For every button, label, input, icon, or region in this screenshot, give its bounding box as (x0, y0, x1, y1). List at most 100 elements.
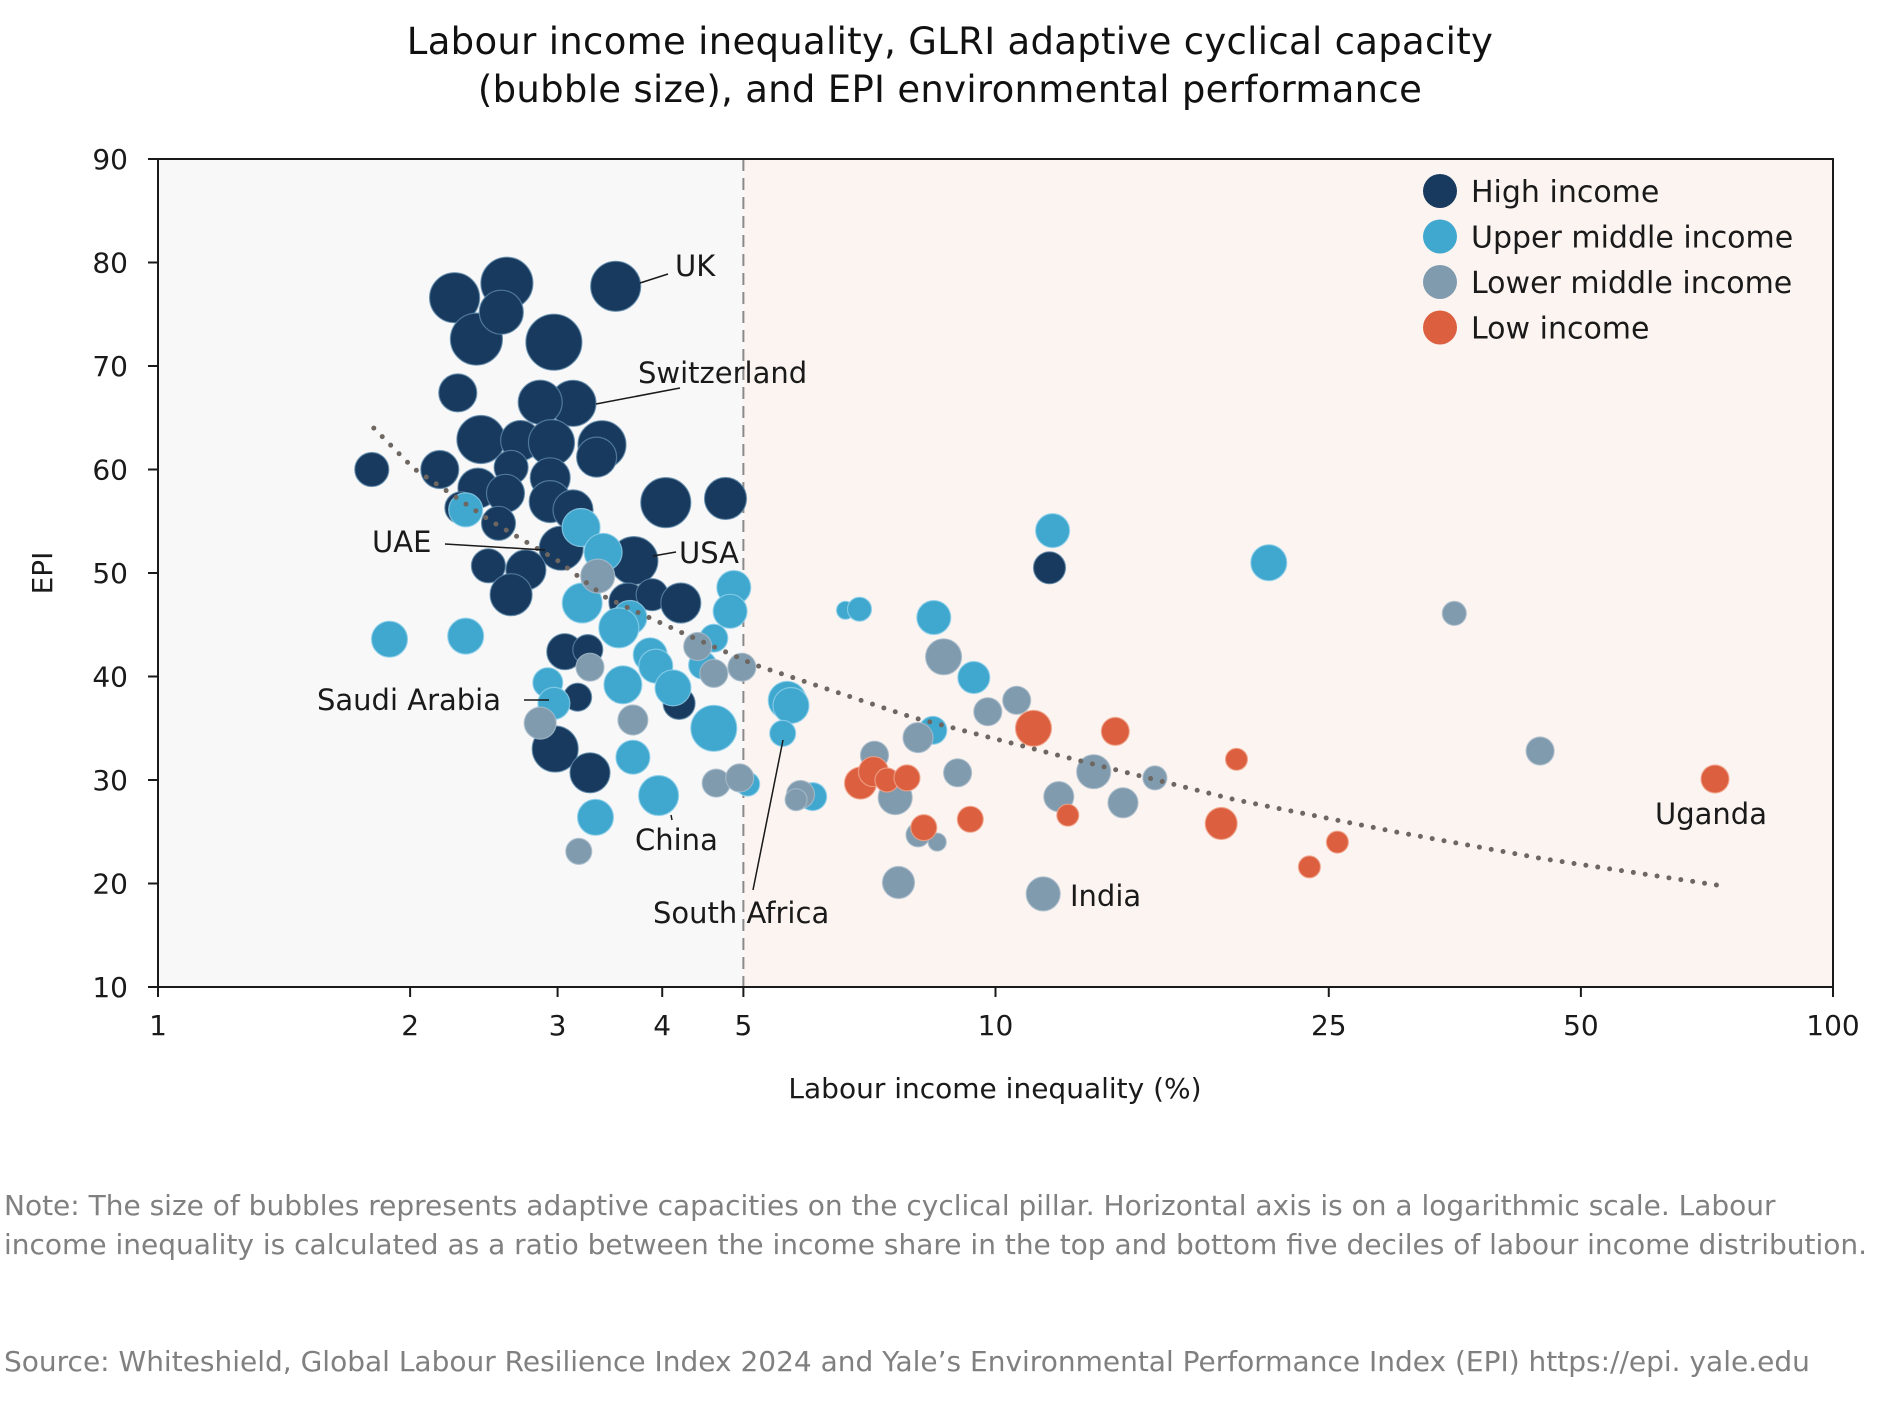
y-tick-label: 80 (92, 247, 128, 280)
chart-source: Source: Whiteshield, Global Labour Resil… (4, 1345, 1810, 1378)
leader-line-china (670, 814, 673, 821)
bubble (973, 697, 1003, 727)
bubble (598, 607, 640, 649)
y-tick-label: 90 (92, 143, 128, 176)
legend-label-high: High income (1471, 175, 1659, 210)
legend-marker-high (1423, 174, 1457, 208)
bubble (683, 631, 713, 662)
label-uk: UK (675, 249, 716, 283)
legend-label-low: Low income (1471, 312, 1650, 347)
bubble (447, 617, 485, 655)
label-saudi-arabia: Saudi Arabia (317, 683, 501, 717)
bubble (603, 665, 643, 705)
bubble (924, 638, 963, 676)
bubble (902, 721, 934, 754)
bubble (575, 436, 618, 478)
bubble (523, 706, 557, 740)
bubble (881, 865, 916, 900)
bubble (956, 805, 984, 833)
bubble (660, 582, 702, 624)
bubble (525, 313, 583, 371)
leader-line-switzerland (595, 387, 681, 405)
bubble (576, 798, 615, 836)
bubble (420, 449, 460, 490)
legend-marker-lower (1423, 265, 1457, 299)
bubble (942, 758, 973, 788)
legend: High income Upper middle income Lower midd… (1423, 174, 1793, 347)
bubble (575, 652, 605, 682)
bubble-india (1025, 876, 1061, 912)
bubble (893, 764, 921, 792)
label-switzerland: Switzerland (638, 356, 807, 390)
bubble (1034, 512, 1071, 549)
bubble (654, 669, 692, 707)
y-tick-label: 30 (92, 764, 128, 797)
bubble (354, 451, 390, 488)
bubble (565, 837, 593, 866)
x-tick-label: 4 (653, 1009, 671, 1042)
bubble (438, 373, 478, 413)
bubble (485, 473, 526, 513)
bubble (1250, 544, 1288, 582)
bubble (846, 596, 873, 622)
bubble (1032, 551, 1067, 585)
bubble (448, 492, 484, 528)
series-lower (523, 558, 1555, 912)
legend-label-lower: Lower middle income (1471, 266, 1792, 301)
chart-title: Labour income inequality, GLRI adaptive … (0, 18, 1880, 114)
bubble (703, 476, 748, 521)
y-tick-label: 60 (92, 454, 128, 487)
trendline (371, 425, 1720, 888)
x-tick-label: 10 (978, 1009, 1014, 1042)
bubble (1325, 830, 1350, 854)
chart-title-line-2: (bubble size), and EPI environmental per… (477, 68, 1423, 111)
x-axis-title: Labour income inequality (%) (788, 1072, 1201, 1105)
bubble (561, 507, 601, 548)
bubble (470, 548, 506, 584)
trendline-dotted (371, 425, 1720, 888)
bubble (1002, 685, 1032, 715)
bubble (429, 272, 481, 324)
bubble (480, 505, 517, 541)
label-india: India (1070, 879, 1141, 913)
bubble (784, 788, 808, 812)
bubble (1441, 600, 1467, 627)
plot-region-right (743, 159, 1833, 987)
bubble (712, 593, 748, 629)
bubble (1107, 787, 1139, 819)
bubble (699, 658, 729, 689)
x-tick-label: 25 (1311, 1009, 1347, 1042)
x-tick-label: 3 (549, 1009, 567, 1042)
y-tick-label: 20 (92, 868, 128, 901)
leader-line-uk (639, 273, 669, 284)
y-tick-label: 10 (92, 971, 128, 1004)
bubble (1142, 765, 1168, 791)
legend-marker-low (1423, 310, 1457, 345)
bubble (1525, 736, 1555, 766)
label-uae: UAE (372, 525, 431, 559)
bubble (910, 813, 938, 842)
bubble (1056, 803, 1080, 827)
bubble-china (637, 774, 680, 817)
y-tick-label: 70 (92, 350, 128, 383)
y-axis-title: EPI (26, 552, 59, 595)
x-tick-label: 50 (1563, 1009, 1599, 1042)
label-china: China (635, 823, 718, 857)
legend-label-upper: Upper middle income (1471, 221, 1793, 256)
bubble (690, 704, 738, 752)
bubble-chart: UK Switzerland UAE USA Saudi Arabia China Sout… (26, 143, 1860, 1105)
leader-line-south-africa (752, 739, 784, 891)
bubble (1224, 747, 1249, 771)
bubble (1297, 855, 1322, 879)
bubble (1100, 716, 1130, 747)
bubble (916, 599, 952, 636)
leader-line-uae (444, 543, 546, 551)
axes: 10 20 30 40 50 60 70 80 90 1 2 3 4 5 10 25 50 100 Labour i… (26, 143, 1860, 1105)
y-tick-label: 40 (92, 661, 128, 694)
bubble (772, 686, 810, 725)
bubble (1204, 806, 1238, 841)
x-tick-label: 5 (734, 1009, 752, 1042)
bubble (640, 477, 692, 529)
y-tick-label: 50 (92, 557, 128, 590)
label-uganda: Uganda (1655, 797, 1767, 831)
